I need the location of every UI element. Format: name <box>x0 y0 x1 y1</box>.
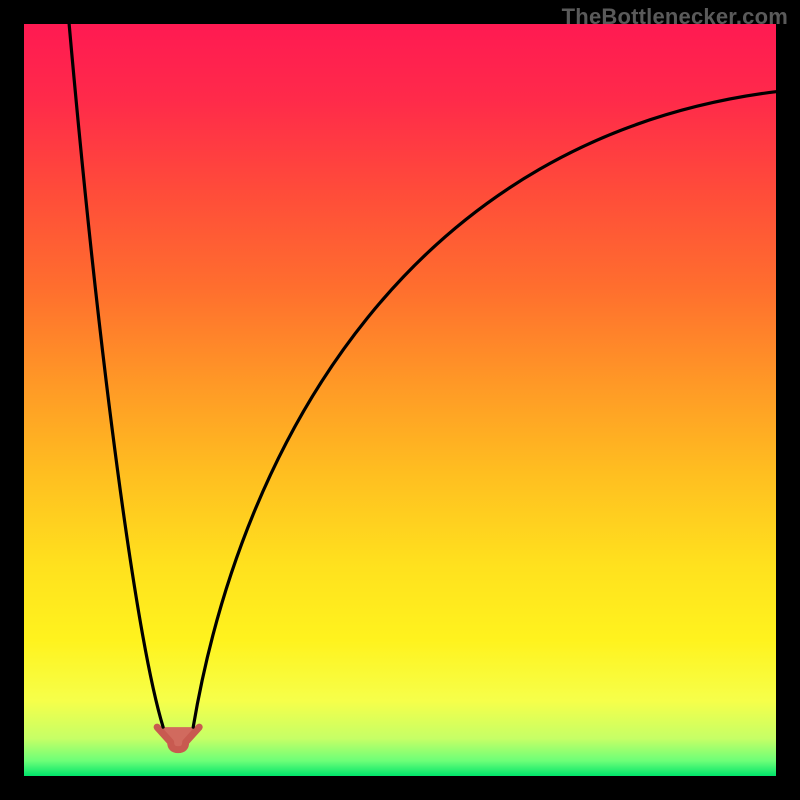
gradient-background <box>24 24 776 776</box>
chart-root: TheBottlenecker.com <box>0 0 800 800</box>
watermark-text: TheBottlenecker.com <box>562 4 788 30</box>
